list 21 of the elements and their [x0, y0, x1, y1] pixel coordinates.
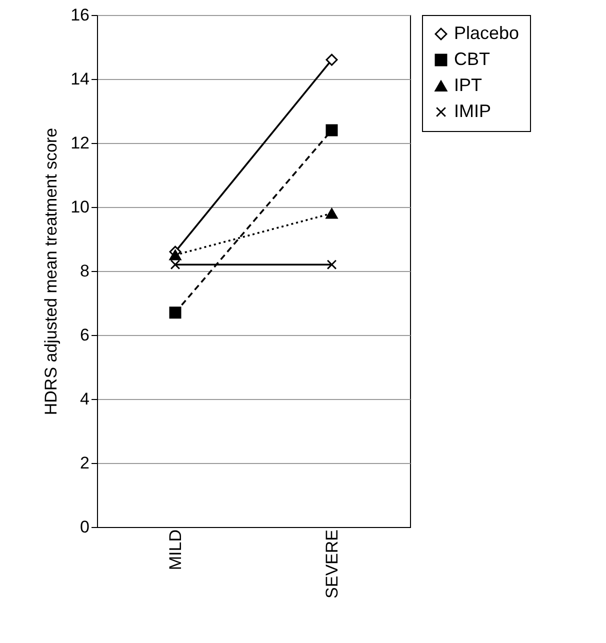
- point: [169, 306, 182, 319]
- y-tick-label: 6: [80, 326, 90, 344]
- x-tick-label: MILD: [166, 530, 185, 570]
- y-tick-label: 14: [70, 70, 90, 88]
- y-tick-label: 8: [80, 262, 90, 280]
- point: [326, 54, 338, 66]
- legend-label: IMIP: [454, 101, 492, 121]
- point: [326, 260, 337, 270]
- x-tick-label: SEVERE: [322, 530, 342, 598]
- y-tick-label: 0: [80, 518, 90, 536]
- y-tick-label: 16: [70, 6, 90, 24]
- y-tick-label: 10: [70, 198, 90, 216]
- y-tick-label: 4: [80, 390, 90, 408]
- legend-label: Placebo: [454, 23, 520, 43]
- legend-label: IPT: [454, 75, 482, 95]
- legend-label: CBT: [454, 49, 490, 69]
- y-axis-title: HDRS adjusted mean treatment score: [42, 128, 61, 416]
- y-tick-label: 2: [80, 454, 90, 472]
- point: [170, 260, 180, 270]
- point: [326, 124, 338, 136]
- y-tick-label: 12: [70, 134, 90, 152]
